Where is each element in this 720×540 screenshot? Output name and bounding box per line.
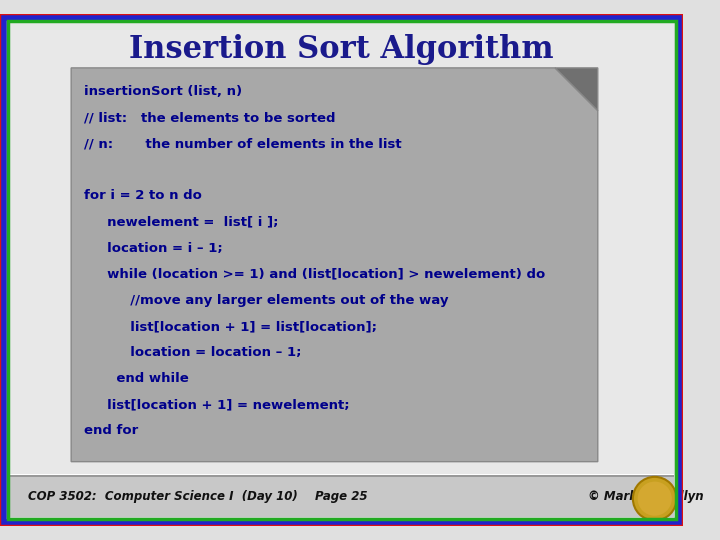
Text: Insertion Sort Algorithm: Insertion Sort Algorithm	[130, 35, 554, 65]
Text: location = i – 1;: location = i – 1;	[84, 242, 223, 255]
Text: Page 25: Page 25	[315, 490, 368, 503]
Text: newelement =  list[ i ];: newelement = list[ i ];	[84, 215, 279, 228]
Text: COP 3502:  Computer Science I  (Day 10): COP 3502: Computer Science I (Day 10)	[29, 490, 298, 503]
Text: insertionSort (list, n): insertionSort (list, n)	[84, 85, 243, 98]
Bar	[9, 475, 674, 517]
Polygon shape	[555, 68, 598, 111]
Text: end for: end for	[84, 424, 139, 437]
Circle shape	[633, 477, 677, 521]
Text: © Mark Llewellyn: © Mark Llewellyn	[588, 490, 704, 503]
Text: list[location + 1] = list[location];: list[location + 1] = list[location];	[84, 320, 377, 333]
Text: location = location – 1;: location = location – 1;	[84, 346, 302, 359]
Text: //move any larger elements out of the way: //move any larger elements out of the wa…	[84, 294, 449, 307]
Bar	[9, 475, 674, 477]
Text: end while: end while	[84, 372, 189, 385]
Text: list[location + 1] = newelement;: list[location + 1] = newelement;	[84, 398, 350, 411]
Text: // n:       the number of elements in the list: // n: the number of elements in the list	[84, 137, 402, 150]
Bar	[9, 474, 674, 475]
Text: for i = 2 to n do: for i = 2 to n do	[84, 190, 202, 202]
Polygon shape	[71, 68, 598, 462]
Circle shape	[638, 482, 672, 516]
Text: while (location >= 1) and (list[location] > newelement) do: while (location >= 1) and (list[location…	[84, 268, 546, 281]
Text: // list:   the elements to be sorted: // list: the elements to be sorted	[84, 111, 336, 124]
